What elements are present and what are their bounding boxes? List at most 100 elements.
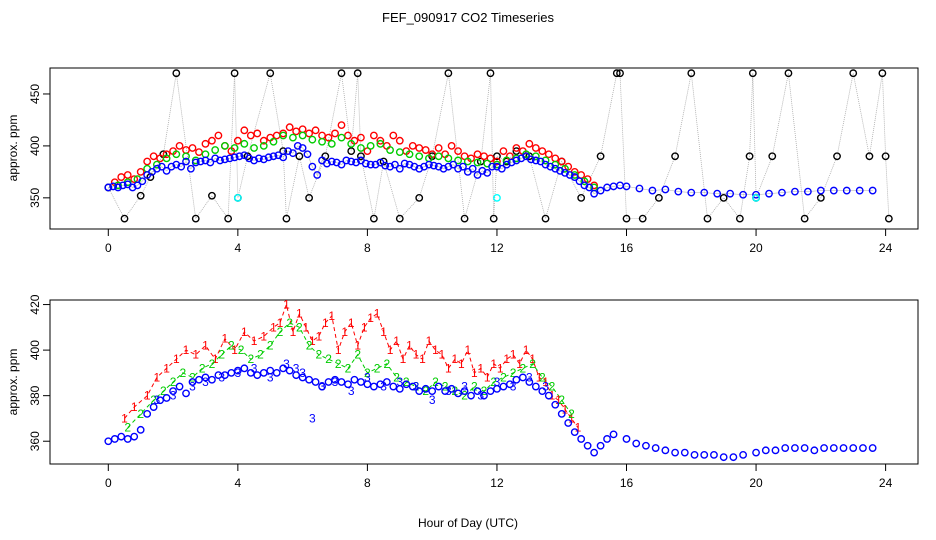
- green-label-point: 2: [238, 343, 245, 357]
- blue-data-point: [803, 187, 812, 196]
- black-data-point: [719, 193, 728, 202]
- y-tick-label: 400: [28, 136, 42, 156]
- red-label-point: 1: [335, 343, 342, 357]
- red-label-point: 1: [413, 348, 420, 362]
- black-series-line: [107, 72, 890, 221]
- green-data-point: [434, 152, 443, 161]
- blue-data-point: [820, 444, 828, 452]
- green-data-point: [172, 150, 181, 159]
- blue-data-point: [506, 380, 514, 389]
- green-data-point: [463, 157, 472, 166]
- red-data-point: [389, 131, 398, 140]
- blue-data-point: [590, 448, 599, 457]
- green-label-point: 2: [306, 339, 313, 353]
- blue-data-point: [337, 378, 346, 386]
- blue-data-point: [609, 430, 618, 439]
- red-data-point: [337, 121, 346, 130]
- blue-data-point: [771, 446, 780, 455]
- blue_text-label-point: 3: [380, 380, 387, 394]
- red-label-point: 1: [348, 316, 355, 330]
- red-data-point: [538, 147, 547, 155]
- green-data-point: [337, 133, 346, 142]
- blue-data-point: [674, 187, 683, 196]
- blue-data-point: [220, 371, 229, 380]
- red-data-point: [473, 150, 482, 159]
- top-axis-ticks: 0 4 8 12 16 20 24 350 400 450: [28, 84, 893, 255]
- blue-data-point: [369, 382, 378, 391]
- blue-data-point: [104, 437, 113, 446]
- blue-data-point: [118, 181, 127, 190]
- blue-data-point: [133, 181, 142, 190]
- red-label-point: 1: [222, 332, 229, 346]
- black-data-point: [541, 214, 550, 223]
- blue-data-point: [661, 185, 670, 194]
- blue_text-label-point: 3: [299, 366, 306, 380]
- green-data-point: [211, 146, 220, 154]
- green-label-point: 2: [179, 366, 186, 380]
- green-data-point: [289, 133, 297, 142]
- green-data-point: [308, 135, 317, 144]
- blue-data-point: [327, 157, 336, 166]
- blue-data-point: [557, 409, 566, 418]
- black-data-point: [800, 214, 809, 223]
- blue-data-point: [337, 160, 346, 169]
- red-data-point: [285, 123, 294, 132]
- blue-data-point: [596, 441, 605, 450]
- blue-data-point: [269, 152, 278, 161]
- blue-data-point: [710, 450, 718, 459]
- green-label-point: 2: [500, 370, 507, 384]
- blue-data-point: [719, 453, 728, 462]
- green-label-point: 2: [403, 375, 410, 389]
- black-data-point: [881, 152, 890, 161]
- green-data-point: [376, 139, 385, 148]
- blue-data-point: [632, 439, 641, 448]
- x-tick-label: 4: [235, 241, 242, 255]
- blue-data-point: [182, 157, 190, 166]
- blue_text-label-point: 3: [494, 375, 501, 389]
- x-tick-label: 24: [879, 476, 893, 490]
- blue-data-point: [157, 162, 166, 171]
- blue-data-point: [570, 173, 579, 181]
- red-data-point: [447, 142, 456, 150]
- red-label-point: 1: [296, 307, 303, 321]
- red-data-point: [195, 148, 203, 157]
- red-label-point: 1: [387, 343, 394, 357]
- green-data-point: [580, 177, 589, 186]
- blue-data-point: [583, 441, 592, 450]
- blue-data-point: [531, 382, 540, 391]
- black-data-point: [486, 69, 495, 78]
- blue_text-label-point: 3: [319, 380, 326, 394]
- red-data-point: [188, 144, 197, 152]
- green-label-point: 2: [568, 407, 575, 421]
- blue-data-point: [527, 155, 535, 164]
- blue-data-point: [642, 441, 650, 450]
- green-label-point: 2: [325, 352, 332, 366]
- red-label-point: 1: [212, 352, 219, 366]
- blue_text-label-point: 3: [283, 357, 290, 371]
- red-label-point: 1: [490, 357, 497, 371]
- black-data-point: [224, 214, 233, 223]
- blue-data-point: [739, 450, 748, 459]
- blue-data-point: [415, 387, 424, 396]
- black-data-point: [735, 214, 744, 223]
- blue-data-point: [188, 378, 197, 386]
- blue-data-point: [700, 450, 709, 459]
- green-data-point: [541, 156, 550, 165]
- x-tick-label: 0: [105, 241, 112, 255]
- green-label-point: 2: [539, 370, 546, 384]
- red-data-point: [130, 175, 139, 184]
- blue_text-label-point: 3: [267, 370, 274, 384]
- red-data-point: [246, 131, 255, 140]
- x-axis-label: Hour of Day (UTC): [418, 516, 518, 530]
- red-label-point: 1: [303, 320, 310, 334]
- green-label-point: 2: [267, 339, 274, 353]
- red-label-point: 1: [400, 352, 407, 366]
- blue-data-point: [447, 384, 456, 393]
- y-tick-label: 420: [28, 294, 42, 314]
- black-data-point: [347, 147, 356, 155]
- blue-data-point: [791, 187, 799, 196]
- blue-data-point: [357, 378, 365, 386]
- red-label-point: 1: [497, 361, 504, 375]
- black-data-point: [687, 69, 696, 78]
- blue-data-point: [687, 188, 696, 197]
